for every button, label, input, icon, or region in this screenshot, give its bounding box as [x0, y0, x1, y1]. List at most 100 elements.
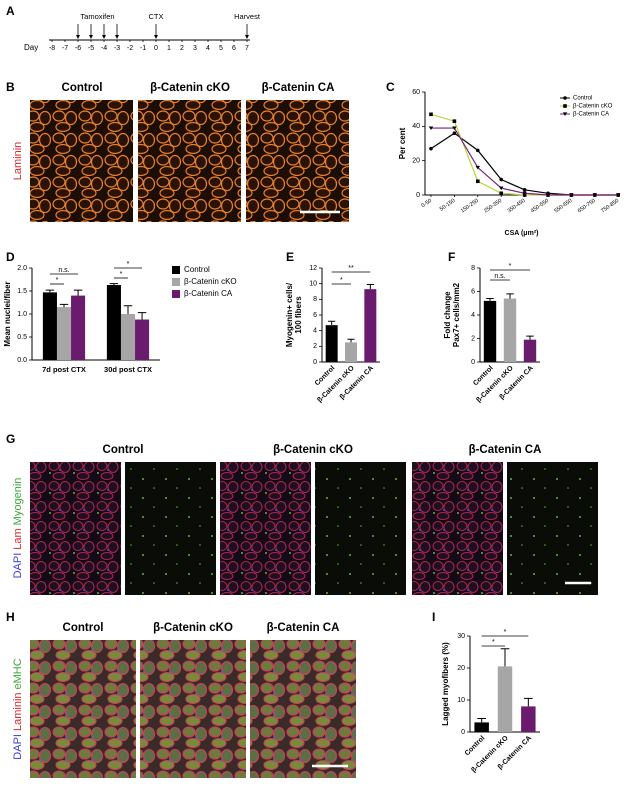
arrow-head — [115, 35, 119, 39]
marker — [428, 126, 434, 131]
column-header: β-Catenin CA — [262, 82, 335, 94]
marker — [476, 179, 480, 184]
column-header: Control — [62, 82, 103, 94]
y-tick-label: 0 — [461, 729, 465, 736]
line — [430, 132, 619, 196]
y-tick-label: 8 — [313, 296, 317, 303]
bar — [135, 319, 150, 360]
error-bar — [59, 303, 69, 308]
legend-swatch — [172, 290, 180, 298]
event-label: Tamoxifen — [80, 12, 114, 21]
column-header: Control — [103, 444, 144, 456]
event-label: CTX — [149, 12, 164, 21]
y-tick-label: 1.5 — [17, 288, 27, 295]
y-tick-label: 0.0 — [17, 357, 27, 364]
bar — [120, 314, 136, 360]
y-tick-label: 20 — [412, 158, 420, 165]
y-tick-label: 40 — [412, 123, 420, 130]
error-bar — [328, 320, 336, 326]
error-bar — [526, 335, 534, 340]
error-bar — [500, 648, 510, 667]
x-tick-label: 150-250 — [460, 198, 480, 214]
timeline-day: 4 — [206, 45, 210, 52]
x-tick-label: Control — [464, 735, 487, 758]
y-axis-label: Mean nuclei/fiber — [3, 281, 12, 346]
micrograph — [140, 640, 246, 778]
arrow-head — [102, 35, 106, 39]
legend-label: β-Catenin CA — [184, 289, 233, 298]
y-tick-label: 4 — [471, 312, 475, 319]
timeline-day: -7 — [62, 45, 68, 52]
bar — [474, 722, 489, 732]
timeline-day: 0 — [154, 45, 158, 52]
x-tick-label: 750-850 — [600, 198, 620, 214]
y-tick-label: 2 — [313, 343, 317, 350]
panel-label: G — [6, 432, 15, 446]
error-bar — [523, 697, 533, 707]
event-label: Harvest — [234, 12, 261, 21]
y-tick-label: 8 — [471, 265, 475, 272]
y-axis-label-line: Pax7+ cells/mm2 — [452, 282, 461, 347]
bar — [56, 307, 72, 360]
bar — [497, 666, 513, 732]
marker — [475, 165, 481, 170]
timeline-day: 7 — [245, 45, 249, 52]
micrograph — [315, 462, 406, 595]
x-tick-label: 350-450 — [507, 198, 527, 214]
x-tick-label: 7d post CTX — [42, 365, 86, 374]
y-tick-label: 0 — [416, 192, 420, 199]
micrograph — [30, 100, 133, 222]
significance-label: n.s. — [494, 273, 505, 280]
bar — [521, 706, 536, 732]
arrow-head — [89, 35, 93, 39]
error-bar — [123, 305, 133, 314]
stain-name: Myogenin — [12, 478, 24, 526]
bar — [503, 298, 517, 362]
x-tick-label: 650-750 — [577, 198, 597, 214]
timeline-day: -8 — [49, 45, 55, 52]
error-bar — [45, 289, 55, 293]
timeline-day: -1 — [140, 45, 146, 52]
x-tick-label: 30d post CTX — [104, 365, 152, 374]
stain-name: Lam — [12, 528, 24, 549]
y-tick-label: 10 — [457, 697, 465, 704]
stain-name: Laminin — [12, 692, 24, 731]
significance-label: * — [509, 263, 512, 270]
error-bar — [347, 338, 355, 343]
panel-label: D — [6, 250, 15, 264]
y-tick-label: 0 — [313, 359, 317, 366]
micrograph — [220, 462, 311, 595]
timeline-label: Day — [24, 43, 38, 52]
marker — [476, 148, 480, 153]
stain-name: DAPI — [12, 734, 24, 760]
y-axis-label: Lagged myofibers (%) — [441, 642, 450, 726]
y-axis-label: Myogenin+ cells/100 fibers — [285, 282, 303, 347]
timeline-day: -4 — [101, 45, 107, 52]
panel-label: H — [6, 610, 15, 624]
y-tick-label: 6 — [313, 312, 317, 319]
marker — [499, 177, 504, 182]
bar — [71, 295, 86, 360]
arrow-head — [154, 35, 158, 39]
marker — [499, 186, 504, 191]
legend-marker — [563, 104, 567, 108]
y-tick-label: 4 — [313, 328, 317, 335]
marker — [452, 131, 457, 135]
bar — [106, 285, 121, 360]
panel-label: E — [286, 250, 294, 264]
legend-label: β-Catenin CA — [573, 112, 609, 118]
marker — [452, 126, 457, 131]
timeline-day: 3 — [193, 45, 197, 52]
arrow-head — [245, 35, 249, 39]
column-header: β-Catenin CA — [267, 622, 340, 634]
timeline-day: -6 — [75, 45, 81, 52]
significance-label: * — [56, 277, 59, 284]
y-tick-label: 2.0 — [17, 265, 27, 272]
stain-label: Laminin — [12, 142, 24, 181]
line — [430, 113, 619, 196]
column-header: β-Catenin CA — [469, 444, 542, 456]
panel-label: B — [6, 80, 15, 94]
marker — [616, 193, 621, 197]
micrograph — [246, 100, 349, 222]
